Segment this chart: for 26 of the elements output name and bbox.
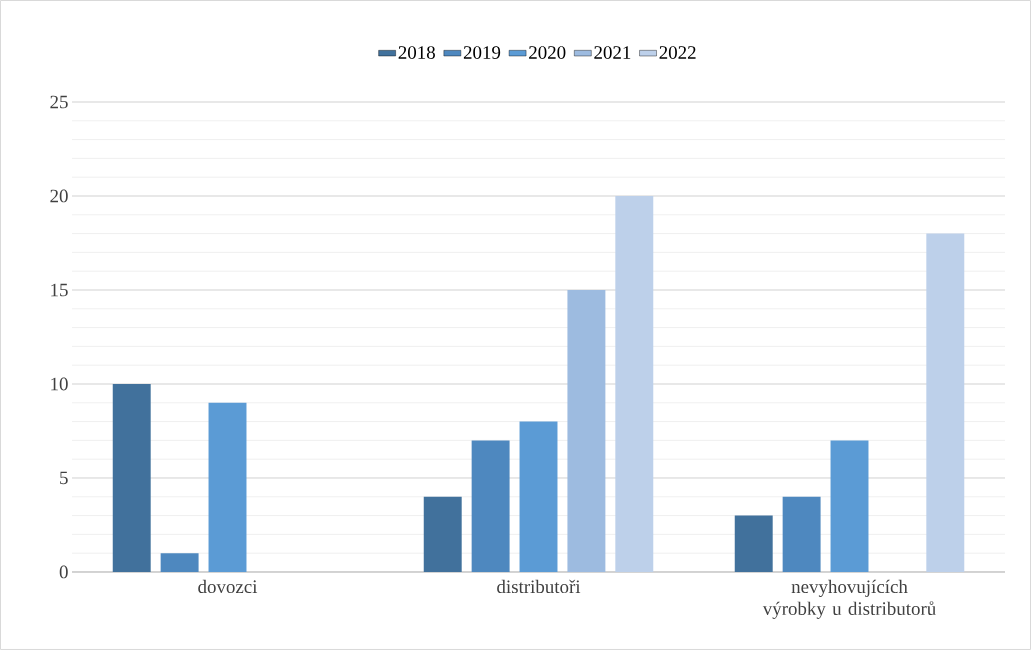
bar [615,195,654,572]
y-tick-label: 15 [51,283,68,297]
bar [782,496,821,572]
legend-label: 2018 [398,46,435,59]
bar [471,440,510,572]
y-tick-label: 10 [51,377,68,391]
x-tick-label: dovozci [198,579,258,594]
bar [112,383,151,572]
bar [926,233,965,572]
bar [519,421,558,572]
bar [208,402,247,572]
y-tick-label: 25 [50,95,68,109]
legend-label: 2021 [594,46,631,59]
legend-label: 2019 [463,46,501,59]
y-tick-label: 20 [50,189,68,203]
legend-label: 2022 [659,46,696,59]
y-tick-label: 5 [60,471,68,485]
x-tick-label: distributoři [497,579,581,594]
legend-label: 2020 [529,46,566,59]
bar [830,440,869,572]
y-tick-label: 0 [59,565,68,579]
bar [160,553,199,572]
bar [423,496,462,572]
bar [734,515,773,572]
x-tick-label: nevyhovujících výrobky u distributorů [762,579,936,619]
bar [567,289,606,572]
